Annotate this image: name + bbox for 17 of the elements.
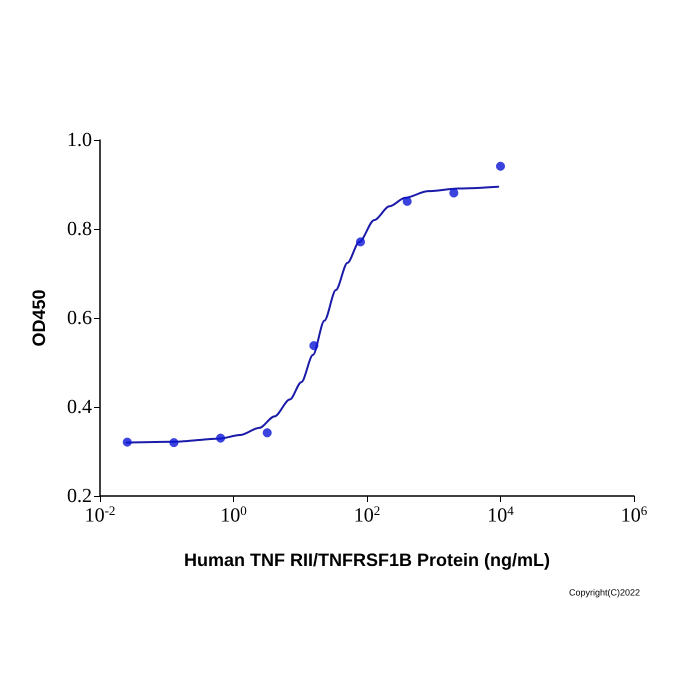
point: [309, 341, 318, 350]
point: [496, 162, 505, 171]
point: [402, 196, 412, 206]
point: [169, 438, 178, 448]
y-tick-label: 0.8: [67, 218, 92, 240]
x-axis-title: Human TNF RII/TNFRSF1B Protein (ng/mL): [184, 550, 550, 570]
point: [449, 188, 458, 198]
point: [216, 434, 226, 443]
y-tick-label: 0.4: [67, 396, 92, 418]
point: [262, 428, 272, 438]
y-tick-label: 0.6: [67, 307, 92, 329]
y-tick-label: 1.0: [67, 129, 92, 151]
text: Copyright(C)2022: [568, 588, 640, 598]
y-tick-label: 0.2: [67, 485, 92, 507]
y-axis-title: OD450: [29, 289, 49, 347]
point: [356, 237, 366, 246]
point: [122, 438, 132, 447]
